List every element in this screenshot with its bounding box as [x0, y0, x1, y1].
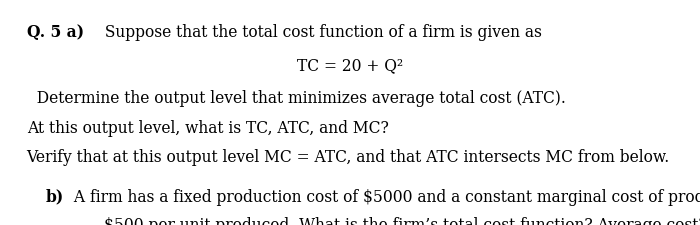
Text: A firm has a fixed production cost of $5000 and a constant marginal cost of prod: A firm has a fixed production cost of $5… [69, 188, 700, 205]
Text: Verify that at this output level MC = ATC, and that ATC intersects MC from below: Verify that at this output level MC = AT… [27, 148, 670, 165]
Text: Determine the output level that minimizes average total cost (ATC).: Determine the output level that minimize… [27, 90, 566, 107]
Text: At this output level, what is TC, ATC, and MC?: At this output level, what is TC, ATC, a… [27, 119, 389, 136]
Text: TC = 20 + Q²: TC = 20 + Q² [297, 57, 403, 74]
Text: $500 per unit produced. What is the firm’s total cost function? Average cost?: $500 per unit produced. What is the firm… [104, 216, 700, 225]
Text: Q. 5 a): Q. 5 a) [27, 24, 84, 40]
Text: Suppose that the total cost function of a firm is given as: Suppose that the total cost function of … [100, 24, 542, 40]
Text: b): b) [46, 188, 64, 205]
